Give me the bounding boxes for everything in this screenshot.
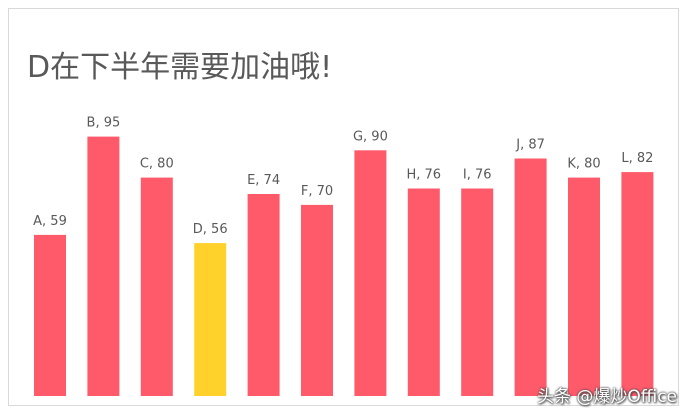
data-label-l: L, 82 (621, 151, 653, 166)
data-label-e: E, 74 (247, 173, 280, 188)
bar-k (568, 177, 600, 396)
data-label-i: I, 76 (463, 168, 492, 183)
bar-j (514, 158, 547, 396)
bar-f (301, 204, 333, 396)
bar-c (140, 177, 173, 396)
data-label-b: B, 95 (87, 116, 121, 131)
bar-h (407, 188, 440, 396)
data-label-g: G, 90 (353, 129, 388, 144)
bar-b (87, 136, 120, 396)
data-label-f: F, 70 (301, 184, 333, 199)
bar-e (247, 194, 280, 396)
bar-i (461, 188, 494, 396)
chart-title: D在下半年需要加油哦! (27, 50, 333, 85)
bar-d (194, 243, 227, 396)
bar-g (354, 150, 387, 396)
data-label-j: J, 87 (515, 138, 545, 153)
watermark: 头条 @爆炒Office (536, 387, 677, 407)
data-label-c: C, 80 (140, 157, 174, 172)
data-label-a: A, 59 (33, 214, 67, 229)
chart-frame (8, 8, 679, 406)
bar-a (34, 234, 66, 396)
data-label-d: D, 56 (193, 222, 228, 237)
data-label-h: H, 76 (407, 168, 442, 183)
bar-l (621, 172, 654, 396)
data-label-k: K, 80 (567, 157, 600, 172)
